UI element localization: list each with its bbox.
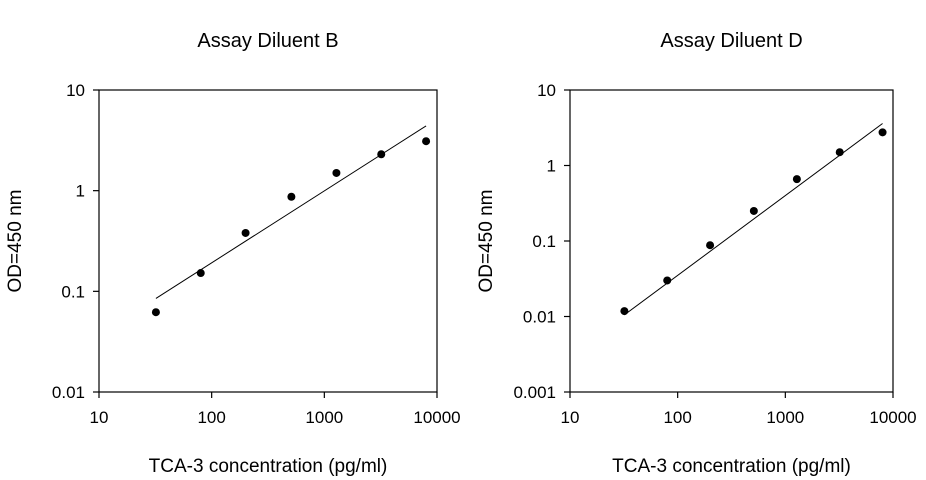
chart-title: Assay Diluent B	[197, 30, 338, 52]
data-point	[196, 269, 205, 278]
x-tick-label: 100	[663, 408, 691, 427]
y-tick-label: 0.01	[523, 308, 556, 327]
chart-panel-1: Assay Diluent B 10 100 1000 10000 0.01 0.1 1 10 T…	[5, 30, 461, 477]
y-axis-title: OD=450 nm	[5, 190, 26, 293]
y-tick-label: 0.01	[52, 383, 85, 402]
data-point	[332, 168, 341, 177]
x-tick-label: 10000	[413, 408, 460, 427]
y-tick-label: 10	[537, 81, 556, 100]
y-tick-label: 0.001	[513, 383, 556, 402]
chart-panel-2: Assay Diluent D 10 100 1000 10000 0.001 0.01 0.…	[476, 30, 917, 477]
x-tick-label: 10	[90, 408, 109, 427]
data-point	[241, 228, 250, 237]
data-point	[706, 241, 715, 250]
x-tick-label: 100	[197, 408, 225, 427]
data-point	[878, 128, 887, 137]
data-point	[422, 137, 431, 146]
data-point	[835, 148, 844, 157]
plot-frame	[569, 89, 894, 393]
data-point	[377, 150, 386, 159]
x-tick-label: 10	[561, 408, 580, 427]
data-point	[620, 307, 629, 316]
data-point	[287, 192, 296, 201]
data-point	[151, 308, 160, 317]
y-tick-label: 1	[76, 182, 85, 201]
data-point	[792, 175, 801, 184]
chart-title: Assay Diluent D	[660, 30, 802, 52]
x-tick-label: 1000	[766, 408, 804, 427]
y-tick-label: 0.1	[61, 282, 85, 301]
y-axis-title: OD=450 nm	[476, 190, 497, 293]
x-tick-label: 10000	[869, 408, 916, 427]
y-tick-label: 1	[547, 157, 556, 176]
y-tick-label: 0.1	[532, 232, 556, 251]
x-axis-title: TCA-3 concentration (pg/ml)	[149, 456, 388, 477]
plot-frame	[98, 89, 438, 393]
y-tick-label: 10	[66, 81, 85, 100]
trend-line	[624, 123, 883, 316]
data-point	[749, 206, 758, 215]
x-tick-label: 1000	[305, 408, 343, 427]
data-point	[663, 276, 672, 285]
trend-line	[155, 125, 427, 299]
x-axis-title: TCA-3 concentration (pg/ml)	[612, 456, 851, 477]
